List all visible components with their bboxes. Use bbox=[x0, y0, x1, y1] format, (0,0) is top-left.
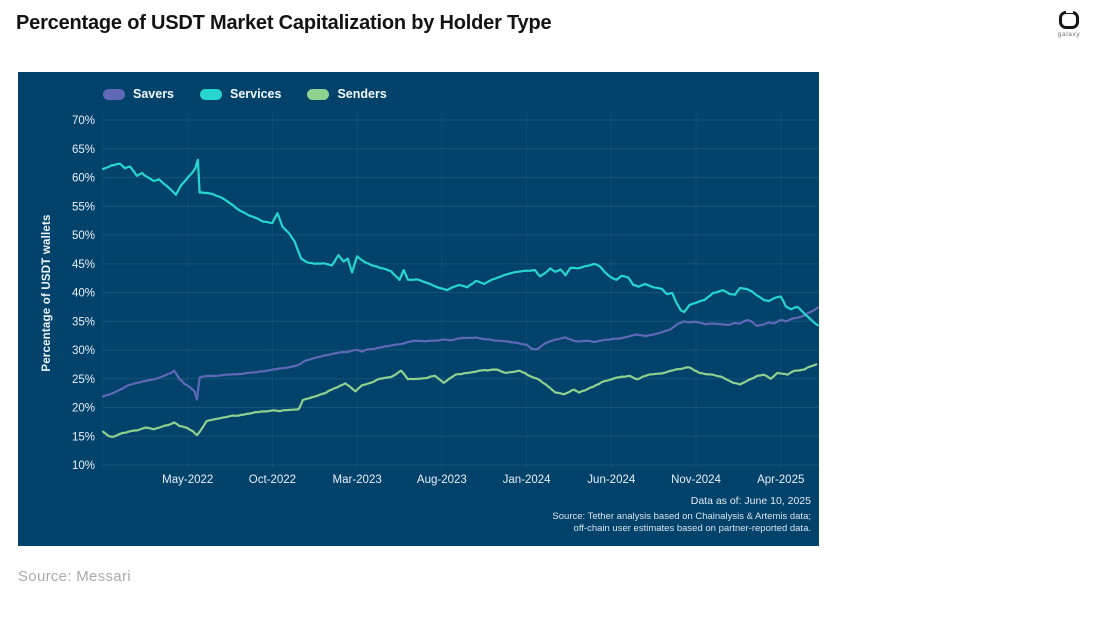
series-line-savers bbox=[101, 306, 819, 401]
y-tick-label: 60% bbox=[72, 173, 95, 185]
y-tick-label: 45% bbox=[72, 259, 95, 271]
y-tick-label: 70% bbox=[72, 115, 95, 127]
legend-item-savers: Savers bbox=[103, 87, 174, 101]
x-tick-label: Oct-2022 bbox=[249, 474, 296, 486]
data-as-of-note: Data as of: June 10, 2025 bbox=[690, 495, 811, 507]
source-note-line1: Source: Tether analysis based on Chainal… bbox=[552, 511, 811, 522]
series-line-services bbox=[101, 158, 819, 327]
y-tick-label: 55% bbox=[72, 201, 95, 213]
legend-label-services: Services bbox=[230, 87, 282, 101]
page-title: Percentage of USDT Market Capitalization… bbox=[16, 12, 552, 34]
brand-logo: galaxy bbox=[1052, 10, 1086, 38]
y-tick-label: 65% bbox=[72, 144, 95, 156]
y-tick-label: 40% bbox=[72, 288, 95, 300]
services-swatch-icon bbox=[200, 88, 223, 100]
senders-swatch-icon bbox=[307, 88, 330, 100]
galaxy-logo-icon bbox=[1059, 10, 1079, 29]
legend-label-savers: Savers bbox=[133, 87, 175, 101]
brand-label: galaxy bbox=[1057, 31, 1081, 38]
savers-swatch-icon bbox=[103, 88, 125, 100]
y-axis-title: Percentage of USDT wallets bbox=[41, 214, 53, 372]
x-tick-label: Aug-2023 bbox=[417, 474, 467, 486]
y-tick-label: 50% bbox=[72, 230, 95, 242]
x-tick-label: Nov-2024 bbox=[671, 474, 721, 486]
series-line-senders bbox=[101, 363, 818, 438]
x-tick-label: May-2022 bbox=[162, 474, 213, 486]
source-caption: Source: Messari bbox=[18, 568, 131, 585]
y-tick-label: 20% bbox=[72, 403, 95, 415]
y-tick-label: 15% bbox=[72, 431, 95, 443]
y-tick-label: 35% bbox=[72, 316, 95, 328]
y-tick-label: 25% bbox=[72, 374, 95, 386]
x-tick-label: Mar-2023 bbox=[333, 474, 382, 486]
chart-legend: Savers Services Senders bbox=[103, 87, 387, 101]
chart-panel: 70% 65% 60% 55% 50% 45% 40% 35% 30% 25% 20% 15% 10% M… bbox=[18, 72, 819, 546]
x-tick-label: Apr-2025 bbox=[757, 474, 804, 486]
chart-footnotes: Data as of: June 10, 2025 Source: Tether… bbox=[552, 495, 811, 535]
x-tick-label: Jan-2024 bbox=[503, 474, 552, 486]
y-tick-label: 30% bbox=[72, 345, 95, 357]
legend-label-senders: Senders bbox=[337, 87, 387, 101]
legend-item-services: Services bbox=[200, 87, 281, 101]
y-tick-label: 10% bbox=[72, 460, 95, 472]
source-note-line2: off-chain user estimates based on partne… bbox=[573, 523, 811, 534]
chart-plot: 70% 65% 60% 55% 50% 45% 40% 35% 30% 25% 20% 15% 10% M… bbox=[72, 112, 819, 486]
legend-item-senders: Senders bbox=[307, 87, 387, 101]
x-tick-label: Jun-2024 bbox=[587, 474, 636, 486]
